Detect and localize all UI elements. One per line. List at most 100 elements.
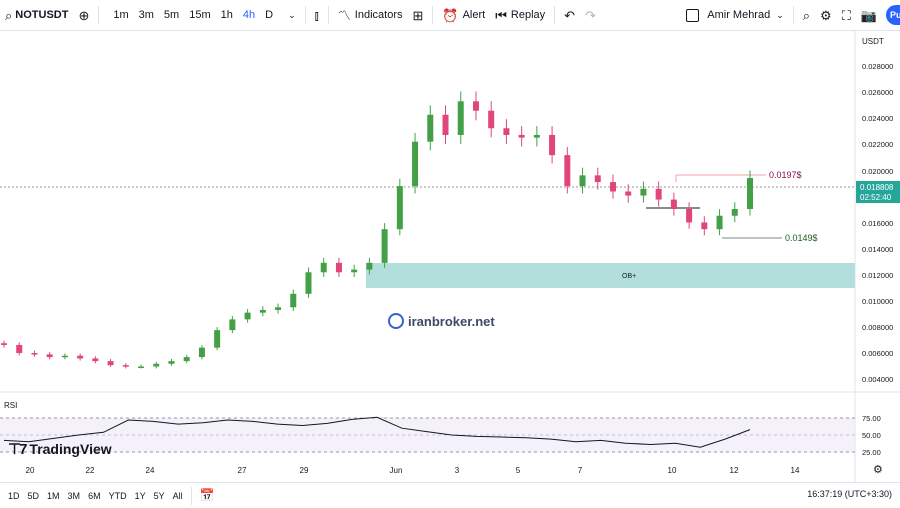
time-tick: 7 [578, 466, 583, 475]
candle-body [351, 269, 358, 273]
candle-body [275, 307, 282, 310]
chart-type-button[interactable]: ⫾ [310, 0, 324, 30]
candle-body [670, 199, 677, 209]
price-tick: 0.012000 [862, 271, 893, 280]
range-5y[interactable]: 5Y [153, 490, 165, 501]
divider [98, 6, 100, 24]
indicator-templates-button[interactable]: ⊞ [408, 0, 429, 30]
undo-button[interactable]: ↶ [559, 0, 580, 30]
replay-icon: ⏮ [495, 7, 507, 23]
candle-body [153, 363, 160, 367]
interval-3m[interactable]: 3m [138, 9, 154, 21]
candle-body [168, 361, 175, 364]
candle-body [122, 365, 129, 367]
interval-4h[interactable]: 4h [242, 9, 256, 21]
candle-body [229, 319, 236, 331]
interval-15m[interactable]: 15m [189, 9, 211, 21]
candle-body [472, 101, 479, 111]
candle-body [609, 182, 616, 192]
layout-user-button[interactable]: Amir Mehrad ⌄ [681, 0, 789, 30]
undo-icon: ↶ [564, 7, 576, 23]
range-ytd[interactable]: YTD [108, 490, 127, 501]
settings-button[interactable]: ⚙ [815, 0, 837, 30]
broker-watermark: iranbroker.net [388, 313, 495, 329]
candle-body [716, 215, 723, 230]
time-tick: 20 [26, 466, 35, 475]
candle-body [1, 343, 7, 345]
clock[interactable]: 16:37:19 (UTC+3:30) [807, 489, 892, 499]
divider [432, 6, 434, 24]
replay-button[interactable]: ⏮ Replay [490, 0, 550, 30]
order-block-zone[interactable] [366, 263, 855, 288]
user-name: Amir Mehrad [707, 9, 771, 21]
interval-1h[interactable]: 1h [220, 9, 233, 21]
compare-button[interactable]: ⊕ [73, 0, 94, 30]
alarm-clock-icon: ⏰ [442, 7, 459, 23]
ob-label: OB+ [622, 273, 636, 280]
candle-body [366, 262, 373, 270]
candle-body [335, 262, 342, 273]
indicators-button[interactable]: 〽 Indicators [333, 0, 408, 30]
currency-label: USDT [862, 37, 884, 46]
price-chart[interactable]: USDT 0.0280000.0260000.0240000.0220000.0… [0, 30, 900, 482]
candle-body [564, 155, 571, 187]
price-tick: 0.010000 [862, 297, 893, 306]
candle-body [61, 355, 68, 358]
interval-dropdown[interactable]: ⌄ [283, 0, 301, 30]
candle-body [107, 361, 114, 366]
redo-button[interactable]: ↷ [580, 0, 601, 30]
candle-body [290, 293, 297, 308]
price-tick: 0.026000 [862, 88, 893, 97]
interval-1m[interactable]: 1m [113, 9, 129, 21]
quick-search-button[interactable]: ⌕ [798, 0, 815, 30]
interval-D[interactable]: D [265, 9, 274, 21]
range-5d[interactable]: 5D [27, 490, 40, 501]
last-price-value: 0.018808 [860, 183, 894, 192]
calendar-icon[interactable]: 📅 [199, 488, 215, 502]
candle-body [138, 366, 145, 368]
candle-body [183, 357, 190, 362]
time-tick: 22 [86, 466, 95, 475]
time-tick: 12 [730, 466, 739, 475]
fullscreen-icon: ⛶ [841, 7, 851, 23]
range-all[interactable]: All [172, 490, 183, 501]
snapshot-button[interactable]: 📷 [856, 0, 882, 30]
bottom-toolbar: 1D 5D 1M 3M 6M YTD 1Y 5Y All 📅 [0, 482, 900, 508]
tradingview-logo-icon: ⊤7 [8, 441, 27, 458]
chevron-down-icon: ⌄ [288, 9, 296, 20]
candle-body [686, 209, 693, 223]
candle-body [442, 114, 449, 135]
candle-body [731, 209, 738, 216]
zoom-search-icon: ⌕ [802, 7, 811, 23]
candles-icon: ⫾ [314, 7, 319, 23]
range-6m[interactable]: 6M [88, 490, 101, 501]
grid-icon: ⊞ [412, 7, 424, 23]
candle-body [747, 178, 753, 209]
candle-body [655, 188, 662, 200]
resistance-label: 0.0197$ [769, 170, 802, 180]
price-tick: 0.008000 [862, 323, 893, 332]
candle-body [594, 175, 601, 183]
time-tick: 5 [516, 466, 521, 475]
fullscreen-button[interactable]: ⛶ [837, 0, 856, 30]
divider [327, 6, 329, 24]
publish-button[interactable]: Pu [886, 5, 900, 25]
indicators-label: Indicators [354, 9, 403, 21]
alert-button[interactable]: ⏰ Alert [437, 0, 490, 30]
redo-icon: ↷ [585, 7, 596, 23]
range-1y[interactable]: 1Y [134, 490, 146, 501]
symbol-search[interactable]: ⌕ NOTUSDT [0, 0, 73, 30]
range-1m[interactable]: 1M [47, 490, 60, 501]
last-price-tag [856, 181, 900, 203]
plus-circle-icon: ⊕ [78, 7, 90, 23]
range-1d[interactable]: 1D [8, 490, 20, 501]
broker-label: iranbroker.net [408, 313, 495, 329]
interval-5m[interactable]: 5m [163, 9, 180, 21]
divider [554, 6, 556, 24]
layout-square-icon [686, 8, 700, 22]
price-tick: 0.006000 [862, 349, 893, 358]
candle-body [457, 101, 464, 135]
gear-icon[interactable]: ⚙ [873, 464, 883, 476]
divider [792, 6, 794, 24]
range-3m[interactable]: 3M [67, 490, 81, 501]
